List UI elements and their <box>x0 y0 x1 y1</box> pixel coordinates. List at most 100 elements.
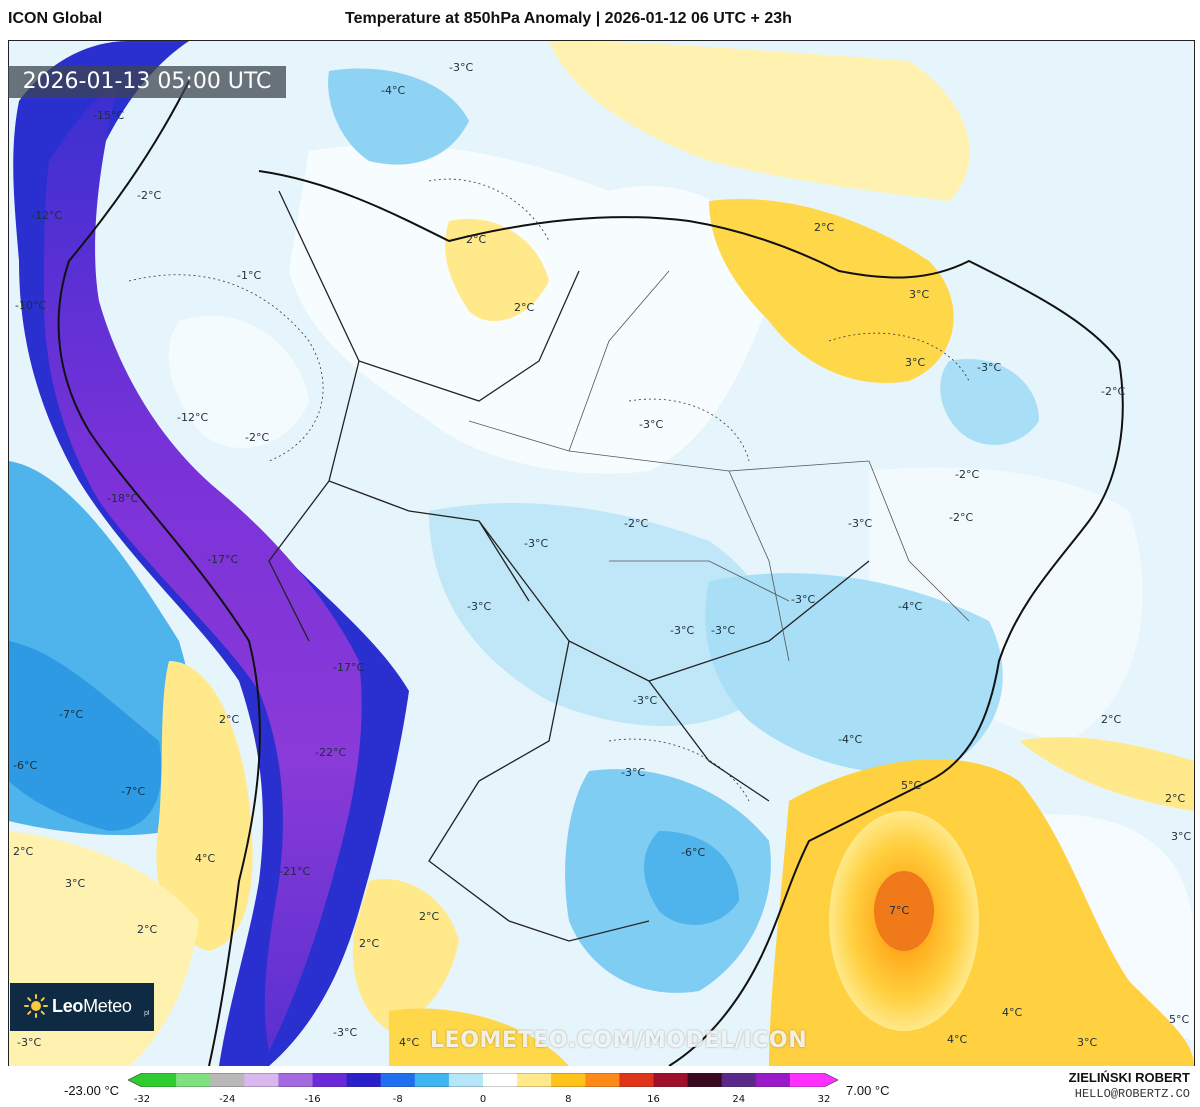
temperature-label: 2°C <box>466 233 487 246</box>
temperature-label: -2°C <box>1101 385 1126 398</box>
colorbar-segment <box>585 1073 620 1087</box>
temperature-label: -3°C <box>467 600 492 613</box>
temperature-label: 2°C <box>1165 792 1186 805</box>
temperature-label: -3°C <box>670 624 695 637</box>
hot-core-ocean <box>874 871 934 951</box>
temperature-label: 2°C <box>13 845 34 858</box>
cool-area-northeast <box>940 359 1039 445</box>
cool-area-central <box>429 502 777 726</box>
cold-core-pacific <box>9 641 162 831</box>
colorbar-tick-label: 8 <box>565 1094 572 1105</box>
warm-area-pampas <box>389 1008 569 1066</box>
colorbar-tick-label: 32 <box>817 1094 831 1105</box>
temperature-label: 4°C <box>195 852 216 865</box>
model-name: ICON Global <box>8 10 103 27</box>
colorbar-arrow-right <box>824 1073 838 1087</box>
temperature-label: 2°C <box>419 910 440 923</box>
temperature-label: -15°C <box>93 109 125 122</box>
colorbar-segment <box>210 1073 245 1087</box>
logo-text: LeoMeteo <box>52 996 132 1017</box>
colorbar-segment <box>448 1073 484 1087</box>
temperature-label: 3°C <box>909 288 930 301</box>
temperature-label: -7°C <box>59 708 84 721</box>
warm-area-north <box>709 199 954 383</box>
temperature-label: -4°C <box>381 84 406 97</box>
colorbar-segment <box>755 1073 791 1087</box>
temperature-label: 3°C <box>1077 1036 1098 1049</box>
temperature-label: -4°C <box>898 600 923 613</box>
neutral-area-amazon <box>289 144 769 474</box>
colorbar-tick-label: 16 <box>647 1094 660 1105</box>
temperature-label: -3°C <box>848 517 873 530</box>
temperature-label: -2°C <box>955 468 980 481</box>
colorbar-tick-label: -8 <box>392 1094 403 1105</box>
temperature-label: 3°C <box>1171 830 1192 843</box>
colorbar-segment <box>414 1073 450 1087</box>
temperature-label: -2°C <box>624 517 649 530</box>
colorbar-max-label: 7.00 °C <box>846 1083 890 1098</box>
temperature-label: 2°C <box>1101 713 1122 726</box>
temperature-label: -18°C <box>107 492 139 505</box>
temperature-label: -3°C <box>711 624 736 637</box>
header: ICON Global Temperature at 850hPa Anomal… <box>0 0 1200 40</box>
contour-lines <box>128 178 970 802</box>
colorbar-tick-label: -32 <box>133 1094 151 1105</box>
colorbar-segment <box>721 1073 757 1087</box>
temperature-label: 2°C <box>137 923 158 936</box>
temperature-label: -4°C <box>838 733 863 746</box>
state-borders <box>468 270 970 662</box>
temperature-label: -6°C <box>681 846 706 859</box>
temperature-label: -3°C <box>333 1026 358 1039</box>
temperature-label: -3°C <box>524 537 549 550</box>
colorbar-segment <box>551 1073 586 1087</box>
colorbar-segment <box>142 1073 177 1087</box>
temperature-label: -3°C <box>633 694 658 707</box>
temperature-label: 2°C <box>814 221 835 234</box>
temperature-label: 2°C <box>514 301 535 314</box>
temperature-label: -3°C <box>449 61 474 74</box>
sun-icon <box>24 994 48 1018</box>
country-borders <box>268 190 870 942</box>
temperature-label: -3°C <box>17 1036 42 1049</box>
warm-area-argentina <box>352 879 459 1031</box>
colorbar-segment <box>483 1073 518 1087</box>
colorbar-tick-label: -16 <box>304 1094 321 1105</box>
colorbar-segment <box>619 1073 654 1087</box>
colorbar-segment <box>687 1073 723 1087</box>
author-email[interactable]: HELLO@ROBERTZ.CO <box>1074 1087 1190 1101</box>
colorbar-segment <box>789 1073 825 1087</box>
colorbar-tick-label: 24 <box>732 1094 746 1105</box>
neutral-area-west <box>168 315 309 448</box>
colder-band-andes <box>44 81 362 1051</box>
temperature-label: 2°C <box>219 713 240 726</box>
temperature-label: 4°C <box>1002 1006 1023 1019</box>
temperature-label: 5°C <box>901 779 922 792</box>
cool-area-southeast <box>705 573 1003 774</box>
temperature-label: -17°C <box>333 661 365 674</box>
colorbar-arrow-left <box>128 1073 142 1087</box>
cold-core-south <box>644 831 739 925</box>
map-title: Temperature at 850hPa Anomaly | 2026-01-… <box>345 10 792 27</box>
temperature-label: -2°C <box>137 189 162 202</box>
colorbar-segment <box>278 1073 313 1087</box>
temperature-label: 2°C <box>359 937 380 950</box>
leometeo-logo[interactable]: LeoMeteo pl <box>10 983 154 1031</box>
temperature-label: 4°C <box>947 1033 968 1046</box>
colorbar-segment <box>244 1073 279 1087</box>
temperature-label: -7°C <box>121 785 146 798</box>
temperature-label: 7°C <box>889 904 910 917</box>
warm-area-caribbean <box>549 41 970 201</box>
temperature-label: -3°C <box>621 766 646 779</box>
temperature-label: -21°C <box>279 865 311 878</box>
temperature-label: -3°C <box>977 361 1002 374</box>
temperature-label: -17°C <box>207 553 239 566</box>
colorbar-segment <box>517 1073 552 1087</box>
watermark: LEOMETEO.COM/MODEL/ICON <box>430 1028 808 1053</box>
colorbar-tick-label: -24 <box>219 1094 236 1105</box>
coastline-pacific <box>57 80 261 1066</box>
warm-area-chile-coast <box>156 661 253 951</box>
map-field <box>9 41 1194 1066</box>
author: ZIELIŃSKI ROBERT <box>1068 1070 1190 1085</box>
temperature-label: 3°C <box>905 356 926 369</box>
cool-area-north <box>328 68 469 165</box>
